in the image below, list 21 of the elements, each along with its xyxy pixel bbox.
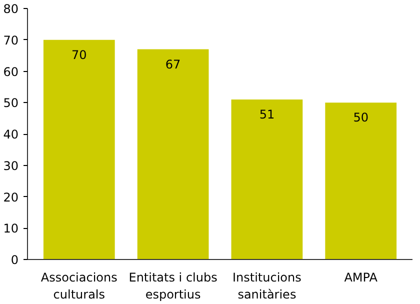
data-label: 51 — [259, 107, 275, 122]
y-tick-label: 30 — [3, 158, 19, 173]
y-tick-label: 0 — [10, 253, 19, 267]
x-tick-label: Entitats i clubs esportius — [128, 270, 218, 302]
x-tick-label: Institucions sanitàries — [232, 270, 302, 302]
y-tick-label: 60 — [3, 64, 19, 79]
y-tick-label: 80 — [3, 2, 19, 16]
data-label: 50 — [353, 110, 368, 125]
bar — [137, 49, 209, 260]
y-tick-label: 20 — [3, 190, 19, 204]
y-tick-label: 50 — [3, 96, 19, 110]
x-tick-label: AMPA — [344, 270, 378, 284]
bar — [325, 102, 397, 260]
y-tick-label: 40 — [3, 128, 19, 142]
data-label: 67 — [165, 57, 181, 72]
bar — [231, 99, 303, 260]
y-tick-label: 10 — [3, 222, 19, 236]
x-tick-label: Associacions culturals — [40, 270, 118, 302]
data-label: 70 — [72, 48, 87, 62]
y-tick-label: 70 — [3, 33, 19, 48]
bar — [43, 40, 115, 260]
